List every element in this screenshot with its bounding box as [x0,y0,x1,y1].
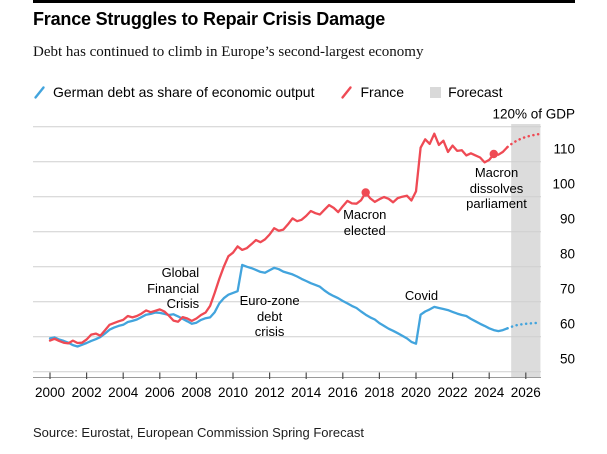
source-note: Source: Eurostat, European Commission Sp… [33,425,364,440]
series-line-germany [48,263,509,348]
forecast-band [511,124,541,378]
x-tick-label-2004: 2004 [108,385,139,400]
x-tick-label-2026: 2026 [511,385,541,400]
chart-legend: German debt as share of economic output … [33,83,593,101]
legend-item-forecast: Forecast [430,84,503,100]
legend-item-france: France [340,84,404,100]
series-line-france [48,132,509,345]
forecast-swatch-icon [430,86,442,98]
legend-item-germany: German debt as share of economic output [33,84,314,100]
x-tick-label-2010: 2010 [218,385,248,400]
x-tick-label-2002: 2002 [72,385,102,400]
chart-subtitle: Debt has continued to climb in Europe’s … [33,44,424,60]
x-tick-label-2006: 2006 [145,385,175,400]
x-tick-label-2000: 2000 [35,385,65,400]
page-title: France Struggles to Repair Crisis Damage [33,9,386,29]
top-rule [33,0,575,3]
y-tick-label-50: 50 [560,351,575,366]
event-marker-2 [489,149,498,159]
legend-label-france: France [360,84,405,100]
x-tick-label-2022: 2022 [438,385,468,400]
legend-label-forecast: Forecast [448,84,503,100]
legend-label-germany: German debt as share of economic output [53,84,315,100]
y-tick-label-120: 120% of GDP [492,106,575,121]
event-marker-1 [361,188,370,197]
series-forecast-dotted-germany [506,321,541,330]
y-tick-label-70: 70 [560,281,575,296]
x-tick-label-2008: 2008 [181,385,211,400]
france-line-swatch-icon [341,85,353,99]
y-tick-label-60: 60 [560,316,575,331]
y-tick-label-100: 100 [552,176,575,191]
x-tick-label-2024: 2024 [474,385,505,400]
x-tick-label-2014: 2014 [291,385,322,400]
y-tick-label-90: 90 [560,211,575,226]
x-tick-label-2018: 2018 [364,385,394,400]
series-forecast-dotted-france [506,132,541,149]
y-tick-label-80: 80 [560,246,575,261]
x-tick-label-2016: 2016 [328,385,358,400]
y-tick-label-110: 110 [553,141,575,156]
x-tick-label-2020: 2020 [401,385,431,400]
x-tick-label-2012: 2012 [255,385,285,400]
germany-line-swatch-icon [34,85,45,99]
